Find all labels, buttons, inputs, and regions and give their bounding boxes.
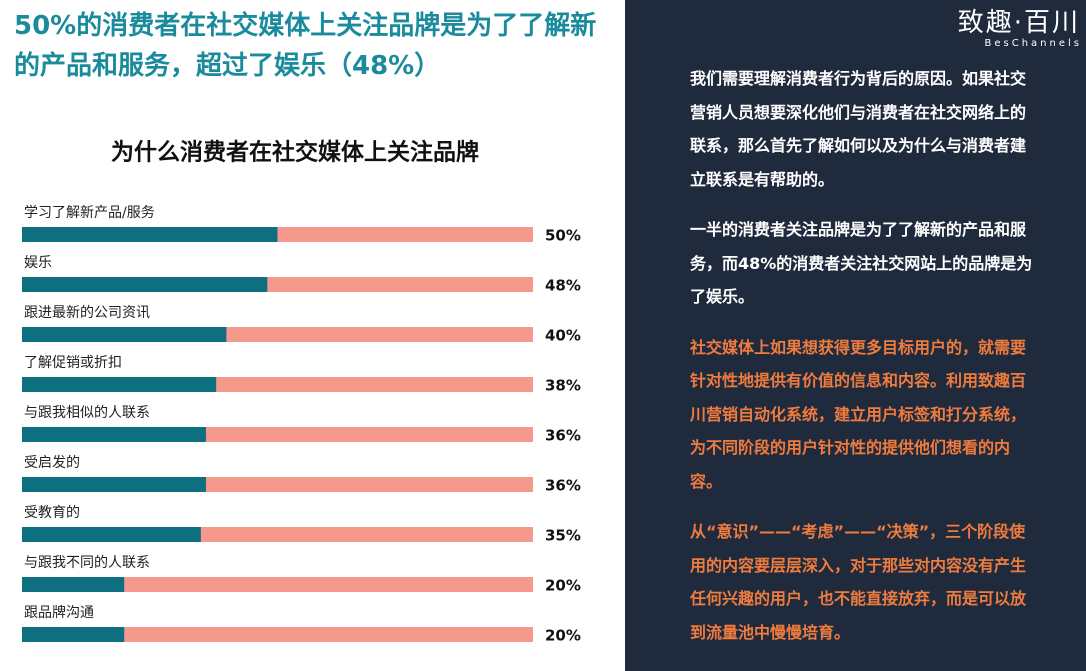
category-label: 与跟我相似的人联系 xyxy=(24,405,150,421)
value-label: 38% xyxy=(545,377,581,395)
category-label: 受教育的 xyxy=(24,505,80,521)
chart: 为什么消费者在社交媒体上关注品牌 学习了解新产品/服务 50% 娱乐 48% 跟进最新的… xyxy=(22,139,581,645)
bar xyxy=(22,627,125,642)
bar xyxy=(22,377,217,392)
logo: 致趣·百川 xyxy=(957,8,1080,38)
value-label: 48% xyxy=(545,277,581,295)
bar-track xyxy=(22,627,533,642)
paragraph: 从“意识”——“考虑”——“决策”，三个阶段使用的内容要层层深入，对于那些对内容… xyxy=(690,522,1027,642)
headline: 50%的消费者在社交媒体上关注品牌是为了了解新的产品和服务，超过了娱乐（48%） xyxy=(14,11,597,81)
bar xyxy=(22,227,278,242)
paragraphs: 我们需要理解消费者行为背后的原因。如果社交营销人员想要深化他们与消费者在社交网络… xyxy=(690,62,1040,666)
bar xyxy=(22,477,206,492)
category-label: 学习了解新产品/服务 xyxy=(24,205,155,221)
category-label: 跟进最新的公司资讯 xyxy=(24,305,150,321)
paragraph: 社交媒体上如果想获得更多目标用户的，就需要针对性地提供有价值的信息和内容。利用致… xyxy=(690,337,1027,491)
bar xyxy=(22,577,125,592)
paragraph: 我们需要理解消费者行为背后的原因。如果社交营销人员想要深化他们与消费者在社交网络… xyxy=(690,69,1027,189)
category-label: 娱乐 xyxy=(24,255,52,271)
bar-track xyxy=(22,577,533,592)
category-label: 受启发的 xyxy=(24,455,80,471)
chart-title: 为什么消费者在社交媒体上关注品牌 xyxy=(111,139,479,166)
value-label: 20% xyxy=(545,577,581,595)
category-label: 与跟我不同的人联系 xyxy=(24,555,150,571)
paragraph: 一半的消费者关注品牌是为了了解新的产品和服务，而48%的消费者关注社交网站上的品… xyxy=(690,220,1033,306)
value-label: 35% xyxy=(545,527,581,545)
value-label: 20% xyxy=(545,627,581,645)
value-label: 36% xyxy=(545,427,581,445)
value-label: 40% xyxy=(545,327,581,345)
bar xyxy=(22,277,268,292)
bar xyxy=(22,527,201,542)
value-label: 50% xyxy=(545,227,581,245)
value-label: 36% xyxy=(545,477,581,495)
bar xyxy=(22,327,227,342)
category-label: 跟品牌沟通 xyxy=(24,604,94,621)
side-panel: 致趣·百川 BesChannels 我们需要理解消费者行为背后的原因。如果社交营… xyxy=(625,0,1086,671)
logo-subtitle: BesChannels xyxy=(984,38,1082,49)
bar xyxy=(22,427,206,442)
category-label: 了解促销或折扣 xyxy=(24,355,122,371)
